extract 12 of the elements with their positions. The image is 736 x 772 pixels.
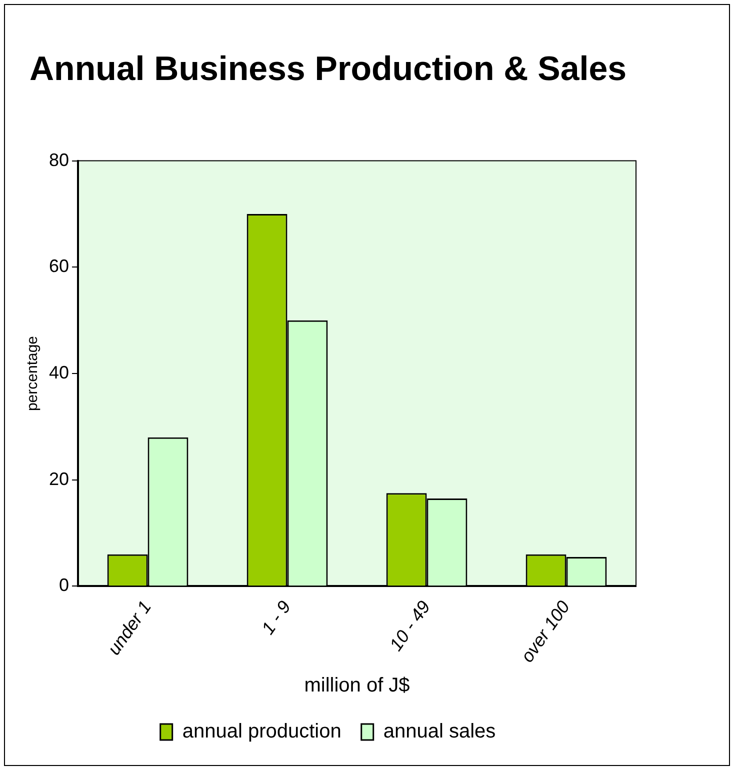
y-tick-label: 0: [59, 575, 70, 596]
x-tick-label: 10 - 49: [386, 597, 434, 654]
legend-label: annual sales: [383, 720, 496, 743]
legend-label: annual production: [182, 720, 342, 743]
y-tick-label: 80: [48, 150, 70, 170]
x-axis-title: million of J$: [304, 674, 410, 697]
y-axis-title: percentage: [24, 336, 42, 412]
y-tick-label: 60: [48, 256, 70, 276]
chart-title: Annual Business Production & Sales: [29, 50, 627, 88]
x-tick-label: 1 - 9: [258, 597, 295, 638]
y-tick-label: 40: [48, 362, 70, 382]
y-tick-label: 20: [48, 468, 70, 489]
